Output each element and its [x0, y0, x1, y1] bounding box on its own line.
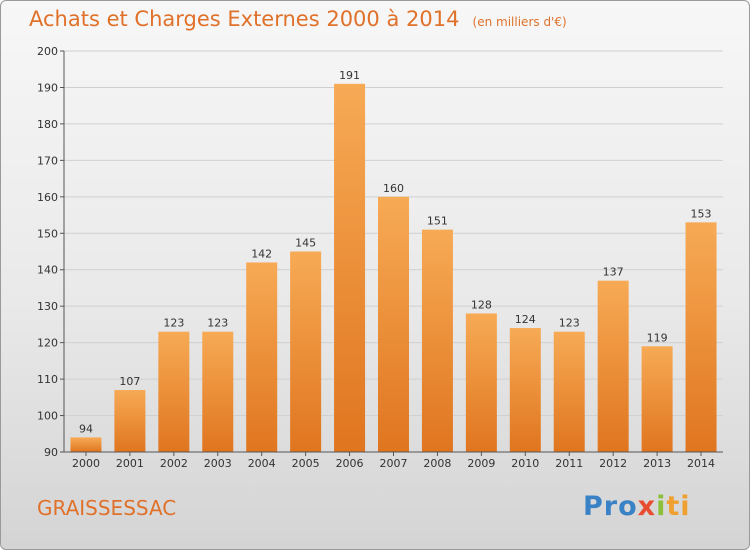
data-label-2009: 128 [471, 298, 492, 311]
chart-title-unit: (en milliers d'€) [472, 15, 567, 29]
bar-2006 [334, 83, 366, 453]
x-tick-label-2008: 2008 [423, 457, 451, 470]
data-label-2000: 94 [79, 422, 93, 435]
bar-2001 [114, 390, 146, 452]
x-tick-label-2005: 2005 [292, 457, 320, 470]
bar-2010 [509, 328, 541, 452]
x-tick-label-2006: 2006 [336, 457, 364, 470]
data-label-2008: 151 [427, 215, 448, 228]
data-label-2011: 123 [559, 317, 580, 330]
bar-2011 [553, 331, 585, 452]
y-tick-label: 160 [37, 191, 58, 204]
bar-2003 [202, 331, 234, 452]
y-tick-label: 110 [37, 373, 58, 386]
x-tick-label-2000: 2000 [72, 457, 100, 470]
bar-2004 [246, 262, 278, 452]
bar-2014 [685, 222, 717, 452]
y-tick-label: 180 [37, 118, 58, 131]
y-tick-label: 140 [37, 264, 58, 277]
x-tick-label-2003: 2003 [204, 457, 232, 470]
y-tick-label: 100 [37, 410, 58, 423]
data-label-2005: 145 [295, 237, 316, 250]
data-label-2007: 160 [383, 182, 404, 195]
bar-2007 [378, 196, 409, 452]
data-label-2006: 191 [339, 69, 360, 82]
x-tick-label-2014: 2014 [687, 457, 715, 470]
data-label-2013: 119 [647, 331, 668, 344]
y-tick-label: 90 [44, 446, 58, 459]
bar-2012 [597, 280, 629, 452]
y-tick-label: 190 [37, 81, 58, 94]
bar-2002 [158, 331, 190, 452]
y-tick-label: 170 [37, 154, 58, 167]
x-tick-label-2010: 2010 [511, 457, 539, 470]
data-label-2003: 123 [207, 317, 228, 330]
bar-2013 [641, 346, 673, 452]
commune-name: GRAISSESSAC [37, 496, 177, 520]
chart-title-main: Achats et Charges Externes 2000 à 2014 [29, 7, 460, 31]
bar-2000 [70, 437, 102, 452]
x-tick-label-2012: 2012 [599, 457, 627, 470]
data-label-2004: 142 [251, 247, 272, 260]
y-tick-label: 150 [37, 227, 58, 240]
y-tick-label: 200 [37, 45, 58, 58]
x-tick-label-2007: 2007 [380, 457, 408, 470]
proxiti-logo[interactable]: Proxiti [583, 491, 691, 522]
bar-2009 [465, 313, 497, 452]
x-tick-label-2004: 2004 [248, 457, 276, 470]
data-label-2012: 137 [603, 266, 624, 279]
x-tick-label-2002: 2002 [160, 457, 188, 470]
y-tick-label: 130 [37, 300, 58, 313]
data-label-2010: 124 [515, 313, 536, 326]
data-label-2001: 107 [119, 375, 140, 388]
chart-title: Achats et Charges Externes 2000 à 2014 (… [29, 7, 567, 31]
x-tick-label-2013: 2013 [643, 457, 671, 470]
bars: 94 107 123 123 142 145 191 160 151 128 124 123 137 11… [70, 69, 717, 453]
data-label-2014: 153 [691, 207, 712, 220]
x-axis: 2000 2001 2002 2003 2004 2005 2006 2007 2008 2009… [64, 451, 723, 470]
x-tick-label-2001: 2001 [116, 457, 144, 470]
x-tick-label-2009: 2009 [467, 457, 495, 470]
x-tick-label-2011: 2011 [555, 457, 583, 470]
data-label-2002: 123 [163, 317, 184, 330]
bar-2005 [290, 251, 322, 452]
y-tick-label: 120 [37, 337, 58, 350]
bar-2008 [421, 229, 453, 452]
y-axis: 90 100 110 120 130 140 150 160 170 180 190 200 [37, 45, 65, 459]
